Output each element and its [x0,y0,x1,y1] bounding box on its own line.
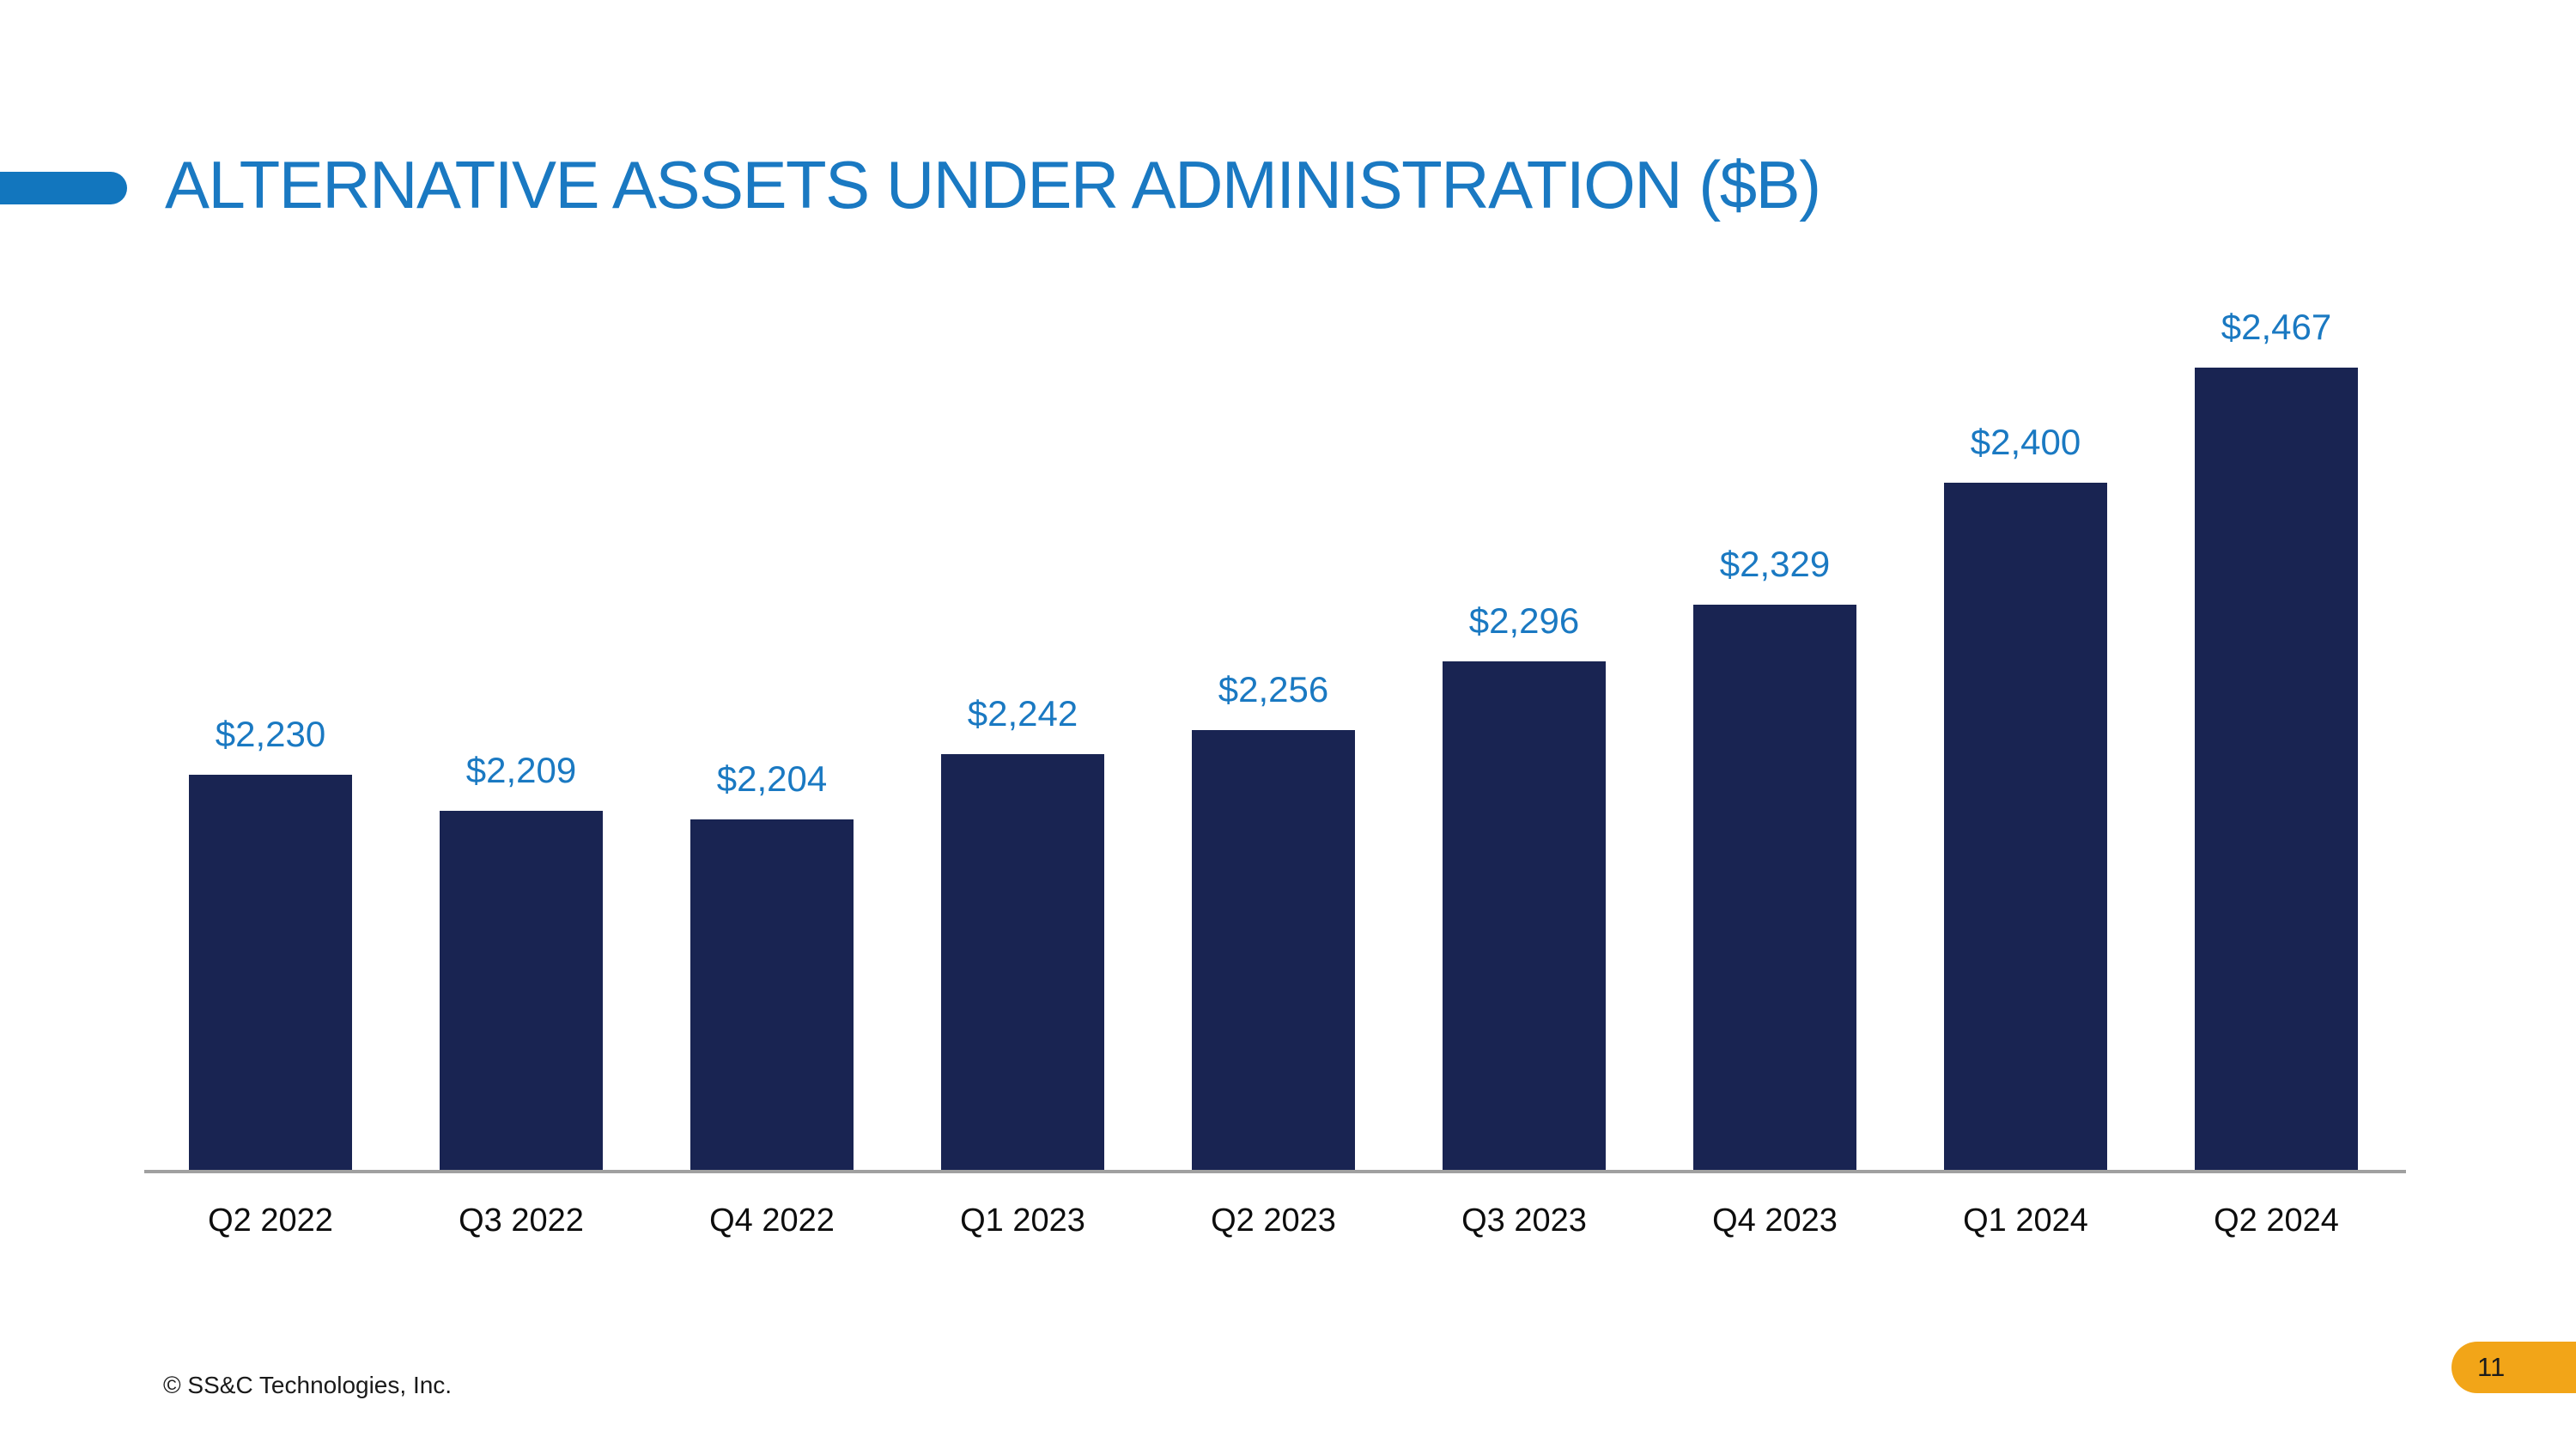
x-axis-label: Q1 2024 [1963,1202,2088,1239]
bar [440,811,603,1170]
bar-value-label: $2,329 [1719,544,1831,584]
bar [690,819,854,1170]
title-accent-pill [0,172,127,204]
bar [1693,605,1856,1170]
bar-value-label: $2,242 [967,693,1078,734]
x-axis-label: Q3 2022 [459,1202,584,1239]
bar-value-label: $2,400 [1970,422,2081,462]
x-axis-label: Q4 2022 [709,1202,835,1239]
bar-value-label: $2,256 [1218,669,1329,709]
x-axis-label: Q4 2023 [1712,1202,1838,1239]
bar-value-label: $2,209 [465,750,577,790]
bar [941,754,1104,1170]
copyright-text: © SS&C Technologies, Inc. [163,1372,453,1398]
x-axis-label: Q3 2023 [1461,1202,1587,1239]
bar-value-label: $2,467 [2221,307,2332,347]
bar-value-label: $2,230 [215,714,326,754]
page-number-badge: 11 [2451,1342,2576,1393]
x-axis-label: Q2 2023 [1211,1202,1336,1239]
bar-value-label: $2,204 [716,758,828,799]
x-axis-line [144,1170,2406,1173]
page-title: ALTERNATIVE ASSETS UNDER ADMINISTRATION … [165,147,1821,222]
bar [2195,368,2358,1170]
page-number: 11 [2477,1352,2506,1382]
bar [1192,730,1355,1170]
x-axis-label: Q2 2022 [208,1202,333,1239]
bar [189,775,352,1170]
bar-value-label: $2,296 [1468,600,1580,641]
bar [1944,483,2107,1170]
x-axis-label: Q1 2023 [960,1202,1085,1239]
x-axis-label: Q2 2024 [2214,1202,2339,1239]
bar [1443,661,1606,1170]
